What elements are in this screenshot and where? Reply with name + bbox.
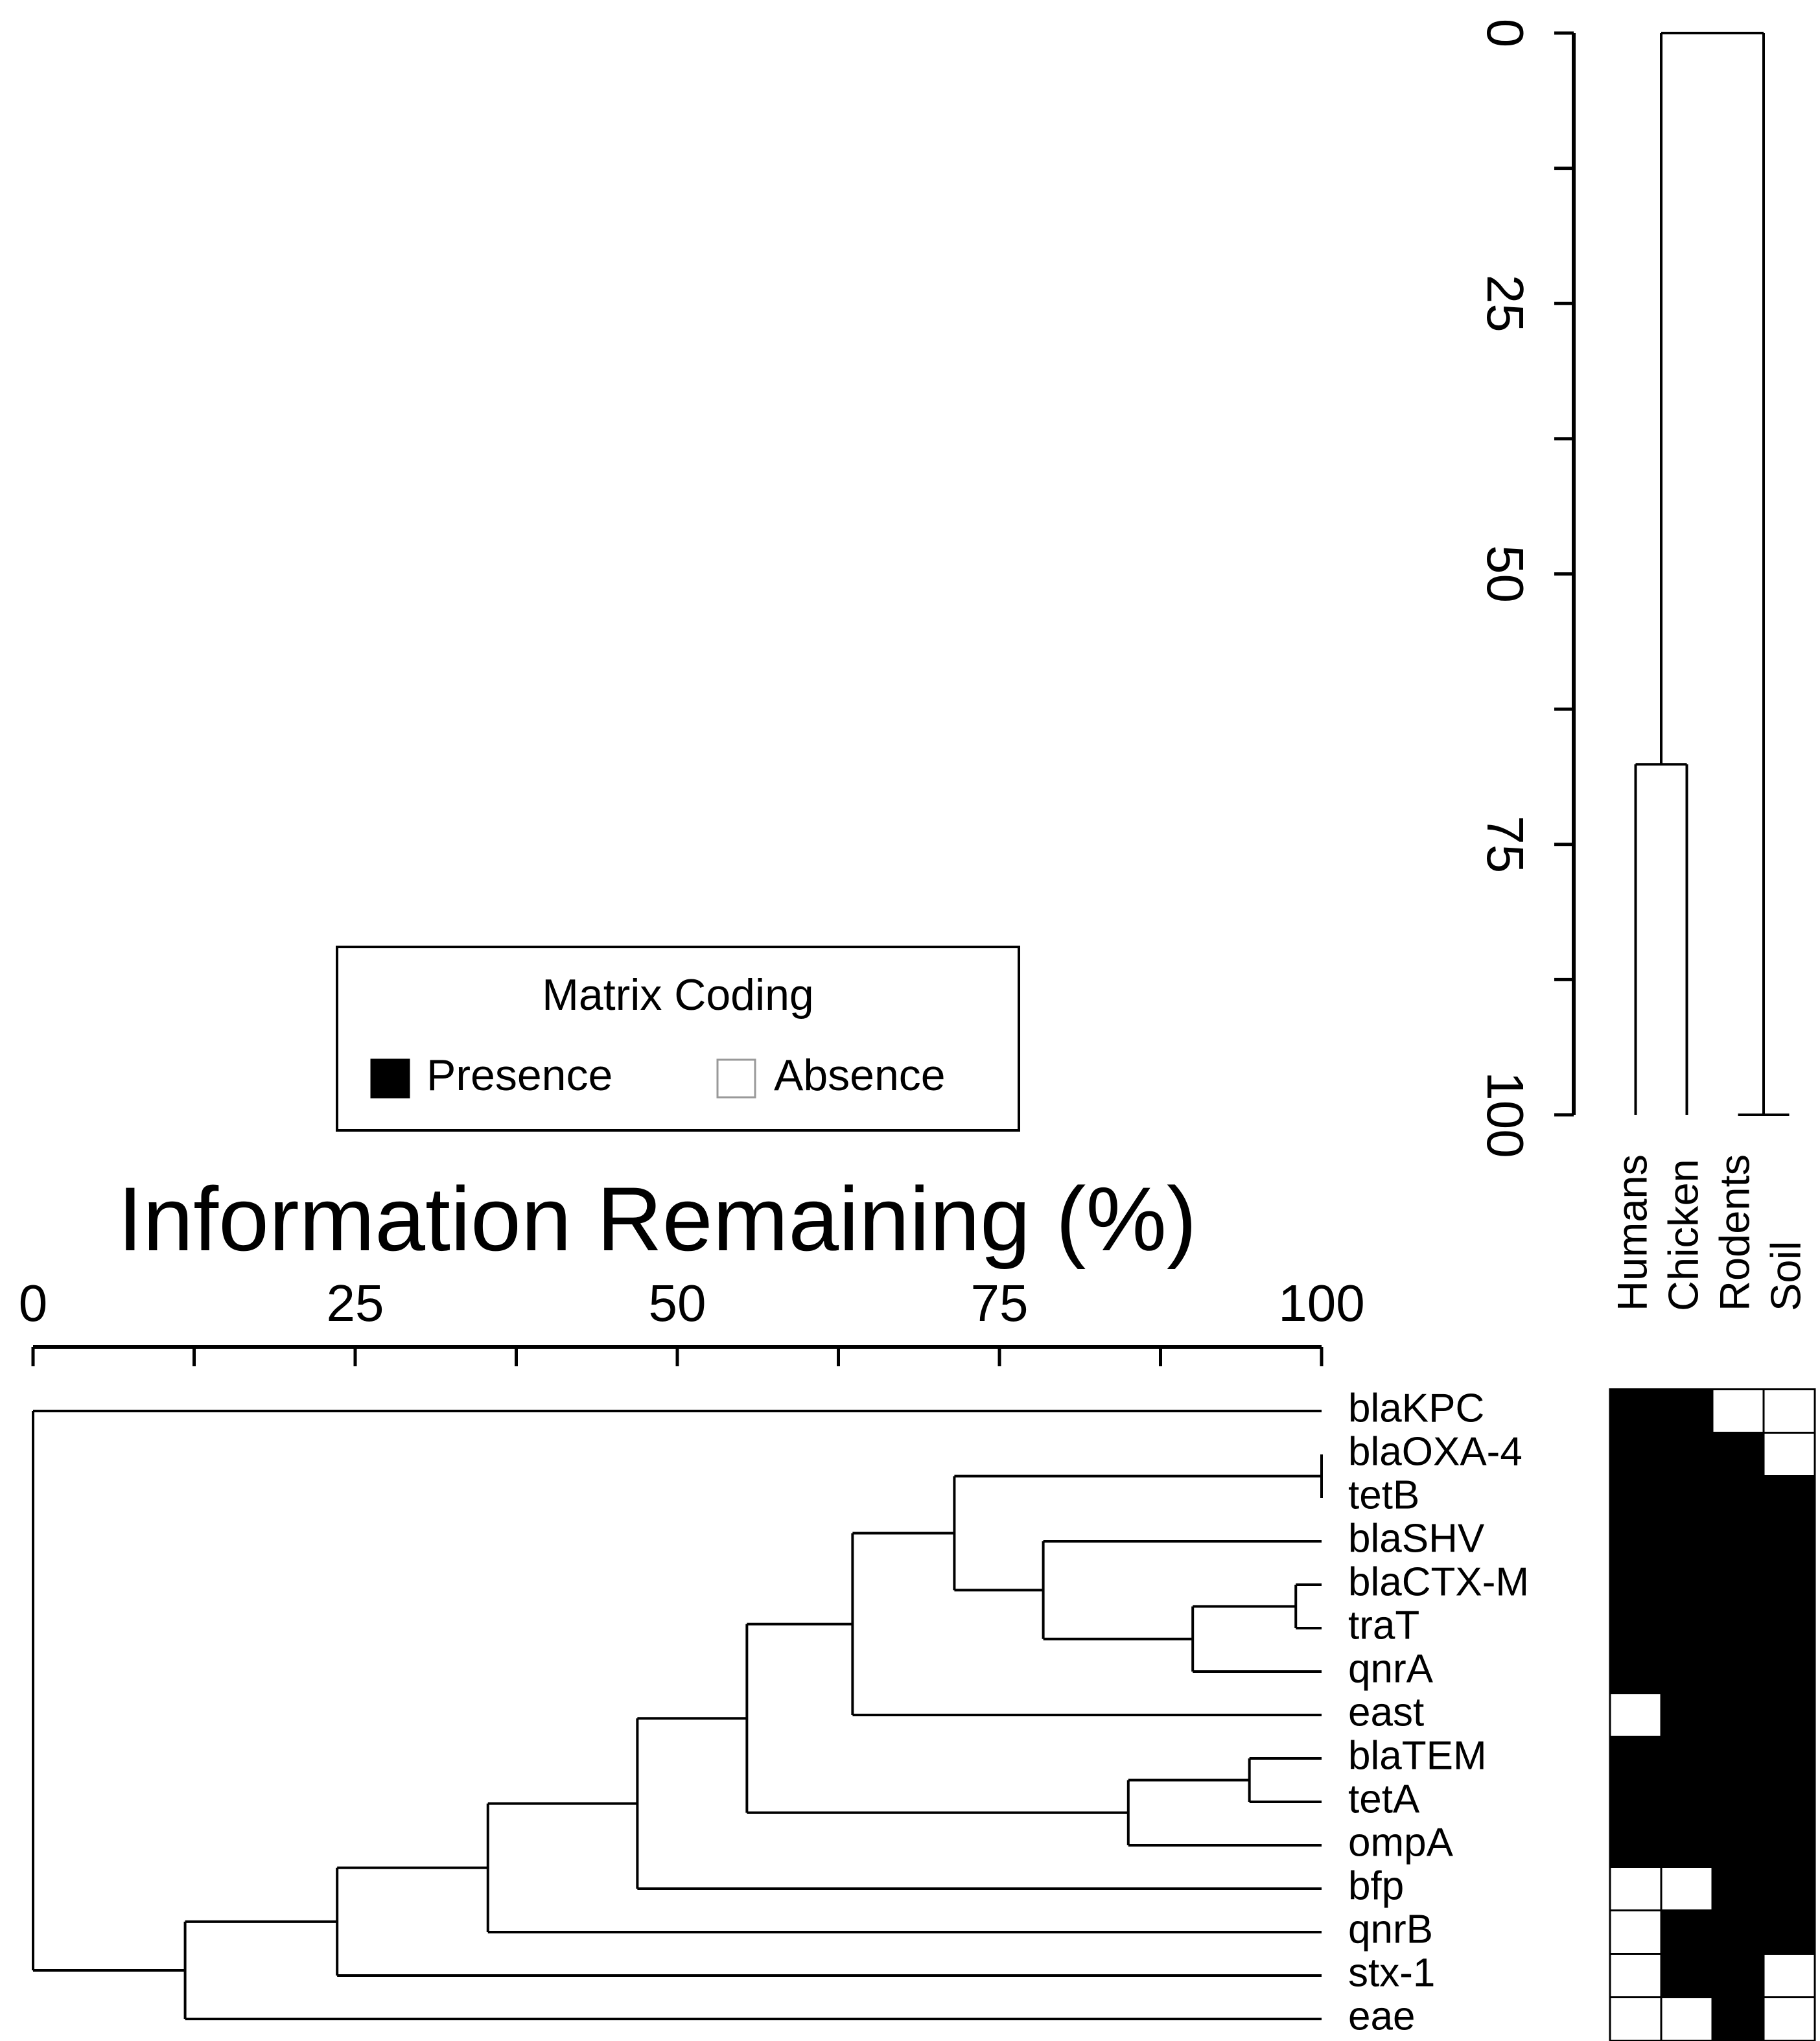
matrix-cell xyxy=(1609,1605,1662,1651)
row-label: blaTEM xyxy=(1348,1733,1487,1778)
legend-swatch xyxy=(370,1058,410,1099)
column-label: Humans xyxy=(1609,1154,1656,1311)
matrix-cell xyxy=(1660,1562,1714,1607)
matrix-cell xyxy=(1711,1649,1765,1694)
column-label: Chicken xyxy=(1660,1159,1707,1311)
matrix-cell xyxy=(1762,1909,1816,1955)
row-label: ompA xyxy=(1348,1820,1454,1865)
matrix-cell xyxy=(1609,1909,1662,1955)
matrix-cell xyxy=(1609,1562,1662,1607)
matrix-cell xyxy=(1711,1823,1765,1868)
x-tick-label: 0 xyxy=(19,1274,48,1332)
matrix-cell xyxy=(1660,1909,1714,1955)
matrix-cell xyxy=(1660,1692,1714,1738)
matrix-cell xyxy=(1711,1475,1765,1521)
matrix-cell xyxy=(1609,1823,1662,1868)
matrix-cell xyxy=(1762,1519,1816,1564)
matrix-cell xyxy=(1609,1866,1662,1911)
row-label: blaOXA-4 xyxy=(1348,1429,1522,1474)
x-tick-label: 50 xyxy=(649,1274,706,1332)
matrix-cell xyxy=(1660,1475,1714,1521)
matrix-cell xyxy=(1609,1649,1662,1694)
y-tick-label: 25 xyxy=(1476,275,1534,332)
matrix-cell xyxy=(1762,1432,1816,1477)
matrix-cell xyxy=(1762,1996,1816,2041)
matrix-cell xyxy=(1660,1953,1714,1998)
matrix-cell xyxy=(1711,1519,1765,1564)
matrix-cell xyxy=(1762,1953,1816,1998)
row-label: qnrA xyxy=(1348,1646,1434,1691)
matrix-cell xyxy=(1762,1562,1816,1607)
x-axis-title: Information Remaining (%) xyxy=(117,1168,1196,1270)
matrix-cell xyxy=(1609,1736,1662,1781)
matrix-cell xyxy=(1762,1475,1816,1521)
y-tick-label: 100 xyxy=(1476,1071,1534,1158)
row-label: east xyxy=(1348,1690,1424,1734)
matrix-cell xyxy=(1609,1432,1662,1477)
legend-label: Presence xyxy=(426,1051,612,1100)
matrix-cell xyxy=(1609,1388,1662,1434)
matrix-cell xyxy=(1660,1866,1714,1911)
row-label: bfp xyxy=(1348,1863,1404,1908)
matrix-cell xyxy=(1711,1692,1765,1738)
matrix-cell xyxy=(1660,1736,1714,1781)
y-tick-label: 75 xyxy=(1476,815,1534,873)
x-tick-label: 100 xyxy=(1278,1274,1364,1332)
row-label: blaKPC xyxy=(1348,1386,1484,1430)
matrix-cell xyxy=(1660,1823,1714,1868)
row-label: tetA xyxy=(1348,1777,1420,1821)
matrix-cell xyxy=(1660,1432,1714,1477)
legend-label: Absence xyxy=(774,1051,946,1100)
legend-title: Matrix Coding xyxy=(542,970,814,1020)
matrix-cell xyxy=(1609,1519,1662,1564)
matrix-cell xyxy=(1711,1909,1765,1955)
matrix-cell xyxy=(1711,1432,1765,1477)
matrix-cell xyxy=(1762,1823,1816,1868)
matrix-cell xyxy=(1711,1779,1765,1825)
column-label: Rodents xyxy=(1711,1154,1758,1311)
matrix-cell xyxy=(1660,1388,1714,1434)
matrix-cell xyxy=(1660,1779,1714,1825)
matrix-cell xyxy=(1660,1649,1714,1694)
row-label: blaCTX-M xyxy=(1348,1559,1529,1604)
matrix-cell xyxy=(1762,1866,1816,1911)
legend-swatch xyxy=(716,1058,756,1099)
matrix-cell xyxy=(1762,1605,1816,1651)
matrix-cell xyxy=(1762,1692,1816,1738)
x-tick-label: 75 xyxy=(971,1274,1029,1332)
column-label: Soil xyxy=(1762,1241,1810,1311)
matrix-cell xyxy=(1711,1388,1765,1434)
matrix-cell xyxy=(1762,1649,1816,1694)
x-tick-label: 25 xyxy=(327,1274,384,1332)
row-label: traT xyxy=(1348,1603,1419,1648)
y-tick-label: 0 xyxy=(1476,19,1534,48)
matrix-cell xyxy=(1762,1736,1816,1781)
row-label: qnrB xyxy=(1348,1907,1433,1952)
row-label: tetB xyxy=(1348,1473,1419,1517)
matrix-cell xyxy=(1711,1953,1765,1998)
matrix-cell xyxy=(1711,1562,1765,1607)
matrix-cell xyxy=(1609,1996,1662,2041)
row-label: stx-1 xyxy=(1348,1950,1435,1995)
matrix-cell xyxy=(1609,1953,1662,1998)
matrix-cell xyxy=(1711,1736,1765,1781)
matrix-cell xyxy=(1660,1605,1714,1651)
matrix-cell xyxy=(1660,1996,1714,2041)
legend-box xyxy=(336,946,1020,1132)
y-tick-label: 50 xyxy=(1476,545,1534,603)
matrix-cell xyxy=(1711,1605,1765,1651)
matrix-cell xyxy=(1660,1519,1714,1564)
matrix-cell xyxy=(1609,1779,1662,1825)
matrix-cell xyxy=(1762,1779,1816,1825)
matrix-cell xyxy=(1609,1475,1662,1521)
row-label: blaSHV xyxy=(1348,1516,1485,1561)
row-label: eae xyxy=(1348,1994,1415,2038)
matrix-cell xyxy=(1609,1692,1662,1738)
matrix-cell xyxy=(1711,1866,1765,1911)
matrix-cell xyxy=(1711,1996,1765,2041)
matrix-cell xyxy=(1762,1388,1816,1434)
